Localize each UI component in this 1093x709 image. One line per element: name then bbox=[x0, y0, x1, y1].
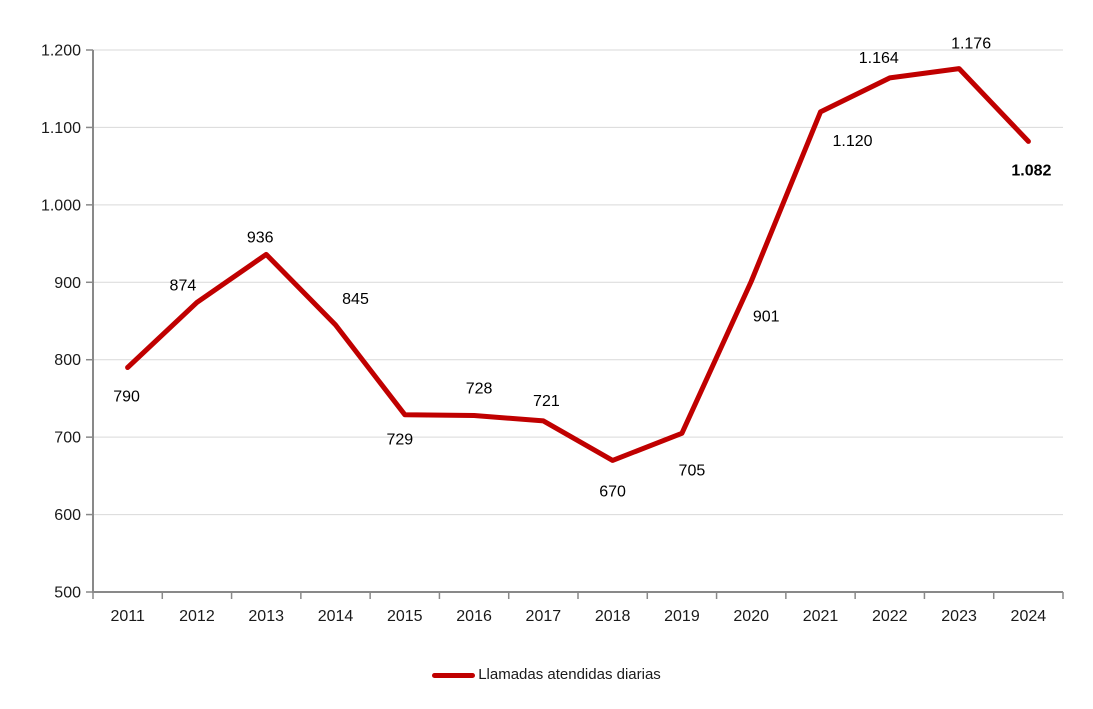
data-label: 721 bbox=[533, 393, 560, 410]
y-tick-label: 900 bbox=[54, 275, 81, 292]
x-tick-label: 2019 bbox=[664, 608, 700, 625]
x-tick-label: 2017 bbox=[526, 608, 562, 625]
data-label: 705 bbox=[679, 462, 706, 479]
y-tick-label: 1.200 bbox=[41, 43, 81, 60]
x-tick-label: 2015 bbox=[387, 608, 423, 625]
y-tick-label: 700 bbox=[54, 430, 81, 447]
data-label: 845 bbox=[342, 291, 369, 308]
data-label: 1.082 bbox=[1011, 162, 1051, 179]
y-tick-label: 600 bbox=[54, 507, 81, 524]
series-line bbox=[125, 66, 1031, 463]
x-tick-label: 2023 bbox=[941, 608, 977, 625]
data-label: 1.120 bbox=[832, 133, 872, 150]
data-label: 670 bbox=[599, 483, 626, 500]
y-tick-label: 1.100 bbox=[41, 120, 81, 137]
chart-legend: Llamadas atendidas diarias bbox=[0, 665, 1093, 685]
data-label: 936 bbox=[247, 229, 274, 246]
data-label: 874 bbox=[170, 277, 197, 294]
data-label: 728 bbox=[466, 381, 493, 398]
legend-series-label: Llamadas atendidas diarias bbox=[478, 666, 661, 683]
x-tick-label: 2012 bbox=[179, 608, 215, 625]
x-tick-label: 2018 bbox=[595, 608, 631, 625]
x-tick-label: 2021 bbox=[803, 608, 839, 625]
x-tick-label: 2011 bbox=[110, 608, 145, 625]
x-tick-label: 2016 bbox=[456, 608, 492, 625]
y-tick-label: 800 bbox=[54, 352, 81, 369]
x-tick-label: 2024 bbox=[1011, 608, 1047, 625]
legend-line-marker bbox=[432, 672, 476, 678]
data-label: 1.176 bbox=[951, 36, 991, 53]
x-tick-label: 2014 bbox=[318, 608, 354, 625]
x-tick-label: 2022 bbox=[872, 608, 908, 625]
data-label: 901 bbox=[753, 309, 780, 326]
data-label: 1.164 bbox=[859, 50, 899, 67]
y-tick-label: 1.000 bbox=[41, 197, 81, 214]
x-tick-label: 2013 bbox=[248, 608, 284, 625]
data-label: 790 bbox=[113, 389, 140, 406]
y-tick-label: 500 bbox=[54, 585, 81, 602]
x-tick-label: 2020 bbox=[733, 608, 769, 625]
data-label: 729 bbox=[386, 432, 413, 449]
chart-svg: 500 600 700 800 900 1.000 1.100 1.200 2011 2012 20… bbox=[41, 36, 1064, 625]
